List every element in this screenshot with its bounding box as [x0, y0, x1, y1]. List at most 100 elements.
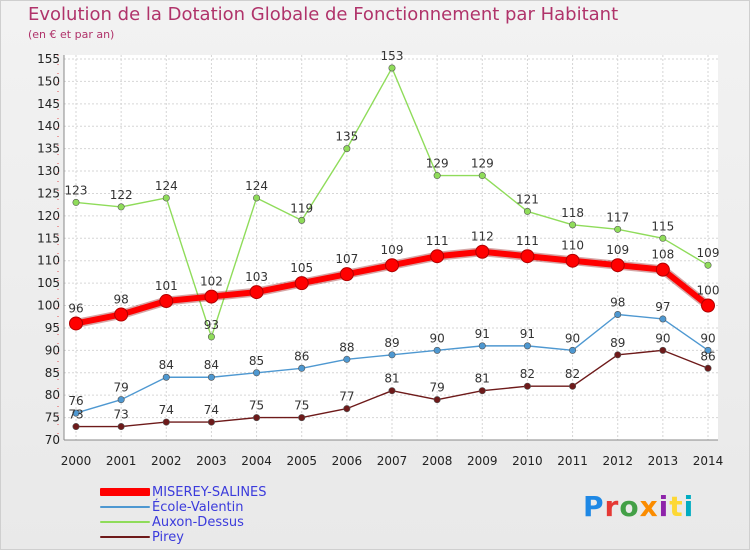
- chart-legend: MISEREY-SALINES École-Valentin Auxon-Dessu…: [100, 485, 267, 545]
- data-label: 79: [114, 381, 129, 395]
- x-tick-label: 2005: [286, 454, 317, 468]
- data-label: 100: [697, 284, 720, 298]
- data-point: [610, 258, 625, 273]
- data-point: [659, 234, 667, 242]
- data-label: 89: [384, 336, 399, 350]
- legend-swatch: [100, 521, 150, 523]
- data-label: 122: [110, 188, 133, 202]
- data-point: [704, 364, 712, 372]
- data-point: [249, 285, 264, 300]
- data-point: [388, 351, 396, 359]
- data-label: 98: [610, 295, 625, 309]
- data-point: [388, 64, 396, 72]
- data-point: [478, 342, 486, 350]
- legend-label: MISEREY-SALINES: [152, 485, 267, 500]
- x-tick-label: 2013: [648, 454, 679, 468]
- data-label: 90: [700, 331, 715, 345]
- y-tick-label: 145: [37, 97, 60, 111]
- legend-swatch: [100, 536, 150, 538]
- data-point: [478, 172, 486, 180]
- data-point: [614, 225, 622, 233]
- data-label: 111: [426, 234, 449, 248]
- data-label: 81: [384, 372, 399, 386]
- y-tick-label: 130: [37, 164, 60, 178]
- logo-letter: P: [583, 490, 605, 523]
- data-label: 82: [520, 367, 535, 381]
- data-point: [72, 198, 80, 206]
- data-label: 74: [204, 403, 219, 417]
- x-tick-label: 2004: [241, 454, 272, 468]
- data-point: [253, 194, 261, 202]
- y-tick-label: 80: [45, 388, 60, 402]
- data-point: [204, 289, 219, 304]
- x-tick-label: 2009: [467, 454, 498, 468]
- data-label: 89: [610, 336, 625, 350]
- data-label: 90: [430, 331, 445, 345]
- legend-label: École-Valentin: [152, 500, 244, 515]
- data-point: [207, 333, 215, 341]
- data-label: 105: [290, 261, 313, 275]
- data-label: 90: [655, 331, 670, 345]
- legend-item: Pirey: [100, 530, 267, 545]
- data-label: 97: [655, 300, 670, 314]
- data-label: 103: [245, 270, 268, 284]
- data-label: 110: [561, 239, 584, 253]
- data-point: [478, 387, 486, 395]
- data-point: [659, 315, 667, 323]
- y-tick-label: 75: [45, 411, 60, 425]
- x-tick-label: 2003: [196, 454, 227, 468]
- legend-item: MISEREY-SALINES: [100, 485, 267, 500]
- data-point: [339, 267, 354, 282]
- data-point: [569, 221, 577, 229]
- data-point: [430, 249, 445, 264]
- data-label: 124: [245, 179, 268, 193]
- data-label: 90: [565, 331, 580, 345]
- y-tick-label: 105: [37, 276, 60, 290]
- data-point: [207, 418, 215, 426]
- y-tick-label: 120: [37, 209, 60, 223]
- data-point: [343, 145, 351, 153]
- data-label: 74: [159, 403, 174, 417]
- data-point: [207, 373, 215, 381]
- legend-item: Auxon-Dessus: [100, 515, 267, 530]
- y-tick-label: 150: [37, 74, 60, 88]
- legend-label: Pirey: [152, 530, 184, 545]
- data-label: 96: [68, 301, 83, 315]
- data-label: 109: [606, 243, 629, 257]
- data-point: [520, 249, 535, 264]
- data-label: 112: [471, 230, 494, 244]
- data-point: [114, 307, 129, 322]
- x-tick-label: 2008: [422, 454, 453, 468]
- legend-label: Auxon-Dessus: [152, 515, 244, 530]
- data-label: 82: [565, 367, 580, 381]
- x-tick-label: 2010: [512, 454, 543, 468]
- data-point: [72, 423, 80, 431]
- data-point: [565, 253, 580, 268]
- data-point: [69, 316, 83, 331]
- y-tick-label: 70: [45, 433, 60, 447]
- x-tick-label: 2000: [61, 454, 92, 468]
- data-point: [655, 262, 670, 277]
- data-point: [117, 423, 125, 431]
- data-label: 111: [516, 234, 539, 248]
- data-label: 101: [155, 279, 178, 293]
- y-tick-label: 135: [37, 142, 60, 156]
- data-point: [704, 346, 712, 354]
- data-point: [343, 355, 351, 363]
- data-point: [162, 373, 170, 381]
- x-tick-label: 2011: [557, 454, 588, 468]
- data-label: 79: [430, 381, 445, 395]
- data-label: 129: [471, 157, 494, 171]
- data-point: [523, 207, 531, 215]
- data-point: [117, 203, 125, 211]
- data-point: [659, 346, 667, 354]
- data-point: [343, 405, 351, 413]
- x-tick-label: 2014: [693, 454, 724, 468]
- data-label: 109: [381, 243, 404, 257]
- data-label: 98: [114, 292, 129, 306]
- data-label: 88: [339, 340, 354, 354]
- data-label: 86: [700, 349, 715, 363]
- logo-letter: r: [604, 490, 620, 523]
- x-tick-label: 2007: [377, 454, 408, 468]
